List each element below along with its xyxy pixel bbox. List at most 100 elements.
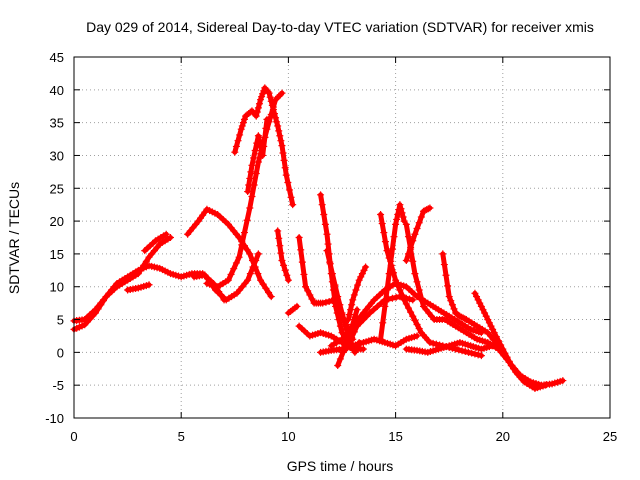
data-point — [377, 211, 385, 219]
data-point — [336, 301, 344, 309]
data-point — [234, 137, 242, 145]
data-point — [489, 325, 497, 333]
data-point — [353, 306, 361, 314]
data-point — [342, 345, 350, 353]
chart-title: Day 029 of 2014, Sidereal Day-to-day VTE… — [86, 19, 594, 35]
data-point — [359, 345, 367, 353]
data-point — [490, 329, 498, 337]
data-point — [293, 302, 301, 310]
data-point — [280, 261, 288, 269]
data-point — [297, 246, 305, 254]
series-arc-10 — [274, 227, 292, 284]
data-point — [442, 271, 450, 279]
data-point — [254, 158, 262, 166]
data-point — [350, 328, 358, 336]
data-point — [246, 250, 254, 258]
data-point — [347, 306, 355, 314]
data-point — [377, 335, 385, 343]
data-point — [335, 316, 343, 324]
data-point — [359, 316, 367, 324]
data-point — [411, 270, 419, 278]
data-point — [295, 234, 303, 241]
data-point — [230, 265, 238, 273]
data-point — [279, 149, 287, 157]
data-point — [362, 263, 370, 271]
data-point — [474, 351, 482, 359]
data-point — [413, 320, 421, 328]
data-point — [378, 220, 386, 228]
y-tick-label: 40 — [50, 83, 64, 98]
data-point — [424, 205, 432, 213]
data-point — [260, 142, 268, 150]
data-point — [254, 270, 262, 278]
data-point — [318, 201, 326, 209]
data-point — [400, 296, 408, 304]
y-tick-label: 15 — [50, 247, 64, 262]
series-arc-8 — [231, 84, 297, 209]
data-point — [499, 345, 507, 353]
data-point — [397, 205, 405, 213]
x-tick-label: 15 — [388, 429, 402, 444]
data-point — [334, 361, 342, 369]
data-point — [284, 179, 292, 187]
data-point — [402, 300, 410, 308]
data-point — [268, 101, 276, 109]
data-point — [249, 263, 257, 271]
data-point — [248, 192, 256, 200]
data-point — [328, 270, 336, 278]
data-point — [134, 270, 142, 278]
data-point — [345, 339, 353, 347]
data-point — [336, 322, 344, 330]
data-point — [388, 294, 396, 302]
data-point — [281, 266, 289, 274]
data-point — [284, 276, 292, 284]
data-point — [300, 270, 308, 278]
data-point — [273, 94, 281, 102]
data-point — [257, 96, 265, 104]
data-point — [387, 257, 395, 265]
data-point — [473, 293, 481, 301]
series-arc-27 — [471, 289, 541, 389]
x-axis-label: GPS time / hours — [287, 458, 394, 474]
y-tick-label: 20 — [50, 214, 64, 229]
data-point — [339, 348, 347, 356]
data-point — [289, 201, 297, 209]
data-point — [257, 142, 265, 150]
data-point — [244, 276, 252, 284]
data-point — [232, 259, 240, 267]
data-point — [254, 250, 262, 258]
data-point — [248, 161, 256, 169]
data-point — [350, 291, 358, 299]
data-point — [471, 350, 479, 358]
data-point — [357, 273, 365, 281]
data-point — [404, 233, 412, 241]
series-arc-6 — [190, 250, 262, 304]
axis-ticks: 0 5 10 15 20 25 -10 -5 0 5 10 15 20 25 30 35 40 45 — [45, 50, 617, 444]
data-point — [379, 319, 387, 327]
data-point — [471, 289, 479, 297]
data-point — [439, 250, 447, 258]
data-point — [413, 224, 421, 232]
data-point — [484, 316, 492, 324]
data-point — [477, 352, 485, 360]
data-point — [492, 333, 500, 341]
data-point — [356, 319, 364, 327]
data-point — [383, 286, 391, 294]
data-point — [276, 91, 284, 99]
data-point — [280, 156, 288, 164]
data-point — [283, 271, 291, 279]
data-point — [267, 97, 275, 105]
data-point — [344, 316, 352, 324]
data-point — [277, 137, 285, 145]
data-point — [409, 237, 417, 245]
data-point — [352, 286, 360, 294]
data-point — [275, 92, 283, 100]
data-point — [477, 302, 485, 310]
data-point — [262, 284, 270, 292]
data-point — [461, 348, 469, 356]
data-point — [331, 281, 339, 289]
data-point — [227, 270, 235, 278]
data-point — [277, 249, 285, 257]
